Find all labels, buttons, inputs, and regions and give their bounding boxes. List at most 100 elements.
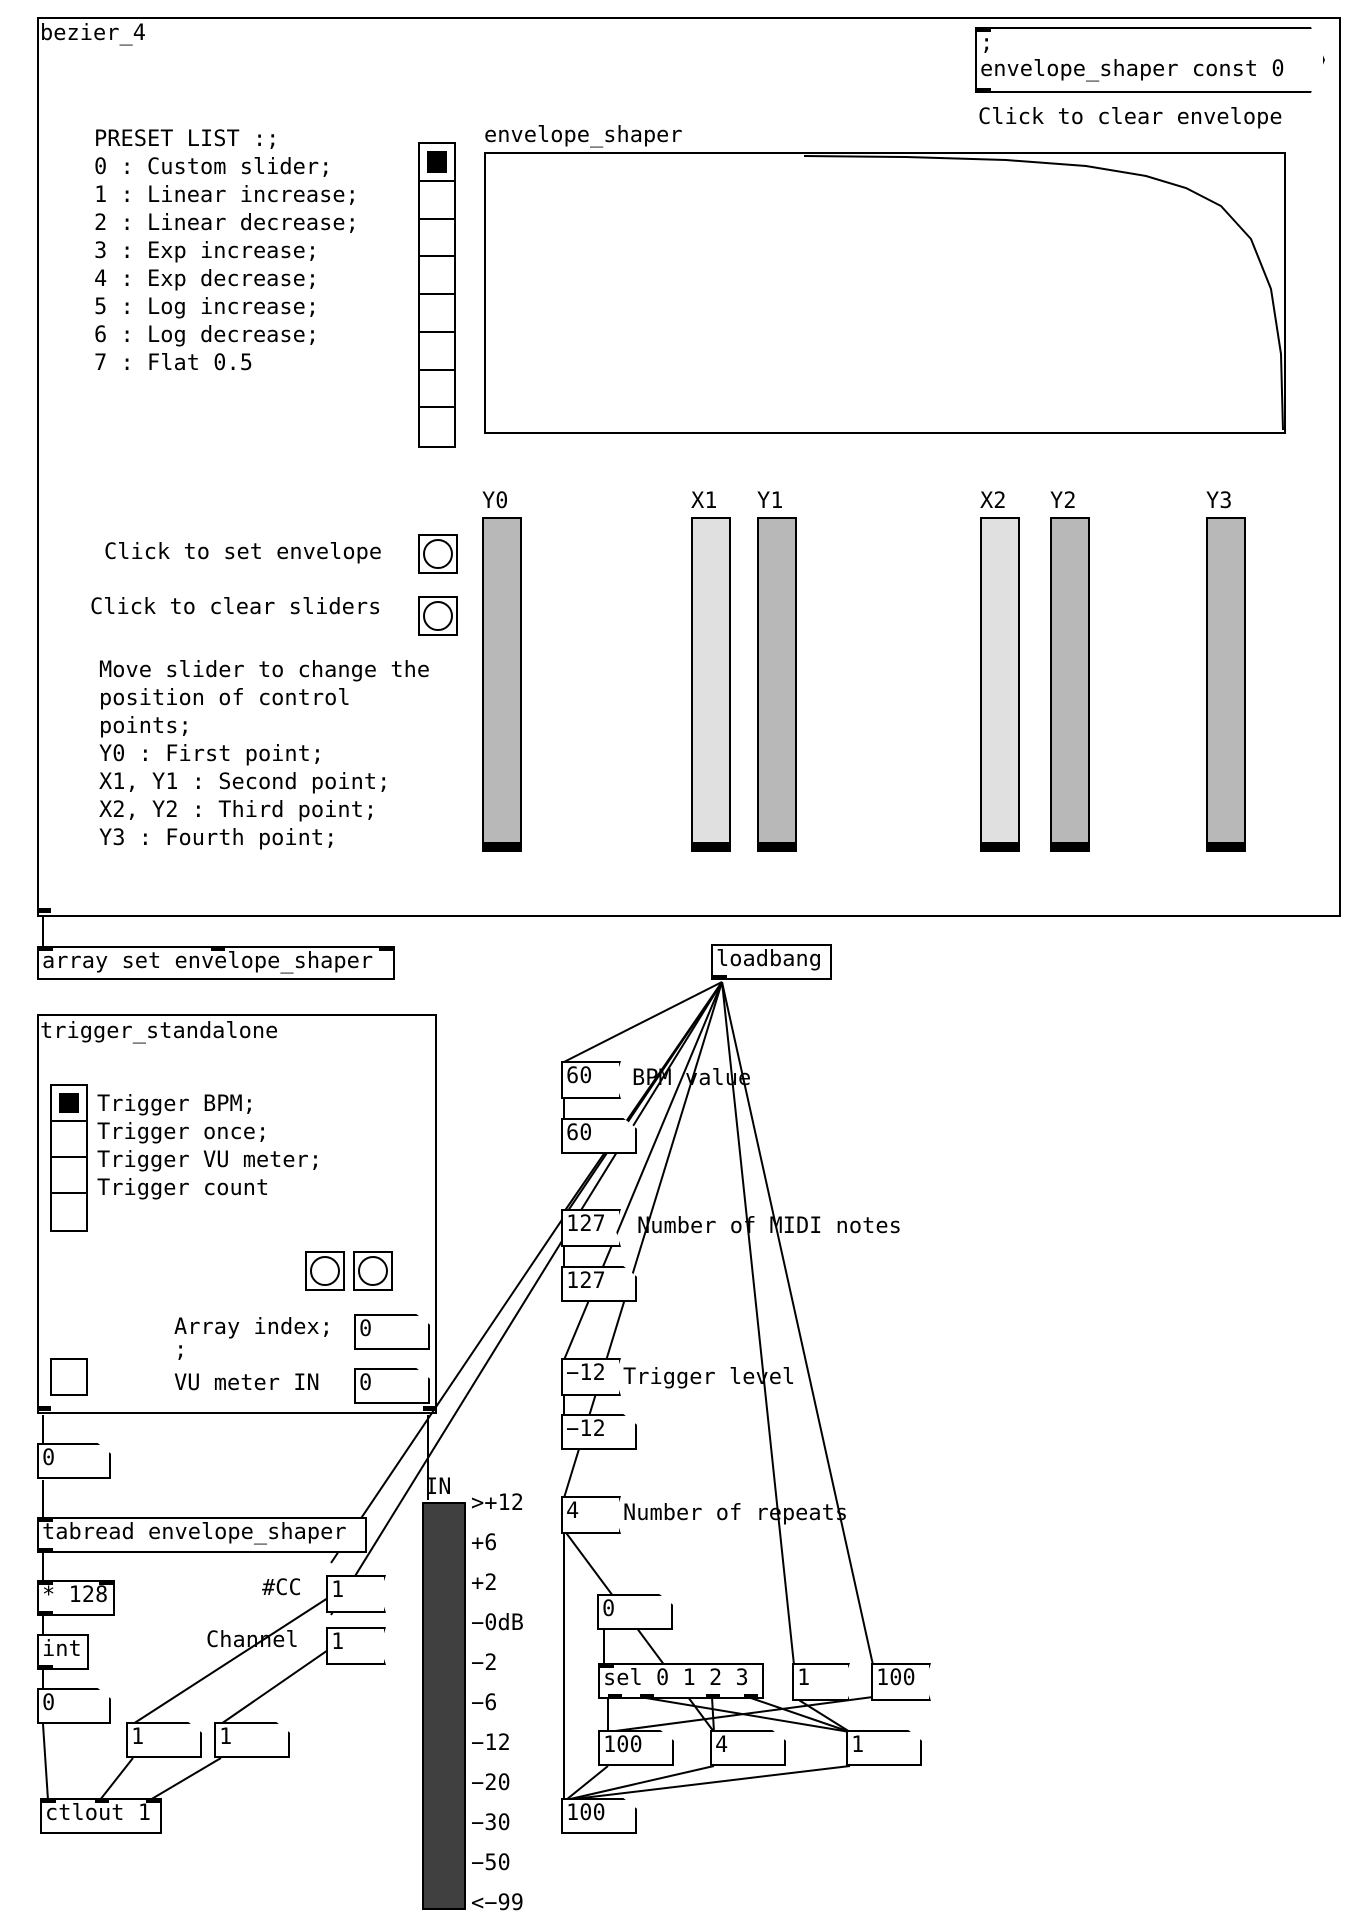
midi-notes-message[interactable]: 127 xyxy=(561,1209,621,1247)
select-number[interactable]: 0 xyxy=(597,1594,673,1630)
array-name-label: envelope_shaper xyxy=(484,123,683,148)
cord xyxy=(99,1757,134,1801)
slider-knob[interactable] xyxy=(1208,842,1244,850)
preset-radio[interactable] xyxy=(418,142,456,448)
hundred-number-a[interactable]: 100 xyxy=(598,1730,674,1766)
inlet xyxy=(146,1798,160,1803)
vu-label: IN xyxy=(425,1475,452,1500)
repeats-message[interactable]: 4 xyxy=(561,1496,621,1534)
preset-list-line: 4 : Exp decrease; xyxy=(94,267,320,292)
clear-msg-line1: ; xyxy=(980,31,994,56)
one-message[interactable]: 1 xyxy=(792,1663,850,1701)
clear-envelope-label: Click to clear envelope xyxy=(978,105,1283,130)
loadbang-object[interactable]: loadbang xyxy=(711,944,832,980)
bpm-message[interactable]: 60 xyxy=(561,1061,621,1099)
slider-y0[interactable] xyxy=(482,517,522,852)
radio-cell[interactable] xyxy=(420,371,454,409)
clear-sliders-label: Click to clear sliders xyxy=(90,595,382,620)
clear-sliders-bang[interactable] xyxy=(418,596,458,636)
preset-list-line: 2 : Linear decrease; xyxy=(94,211,359,236)
trigger-mode-radio[interactable] xyxy=(50,1084,88,1232)
slider-label-y0: Y0 xyxy=(482,489,509,514)
outlet xyxy=(640,1694,654,1699)
slider-label-x1: X1 xyxy=(691,489,718,514)
ctlout-object[interactable]: ctlout 1 xyxy=(40,1798,162,1834)
cc-number-box[interactable]: 1 xyxy=(126,1722,202,1758)
cc-label: #CC xyxy=(262,1576,302,1601)
midi-notes-number[interactable]: 127 xyxy=(561,1266,637,1302)
channel-label: Channel xyxy=(206,1628,299,1653)
bang-circle xyxy=(310,1256,340,1286)
radio-cell[interactable] xyxy=(52,1194,86,1230)
clear-envelope-message[interactable]: ; envelope_shaper const 0 xyxy=(975,27,1325,93)
radio-cell[interactable] xyxy=(420,257,454,295)
cc-message[interactable]: 1 xyxy=(326,1575,386,1613)
radio-cell[interactable] xyxy=(420,408,454,446)
one-number[interactable]: 1 xyxy=(846,1730,922,1766)
message-text: 127 xyxy=(566,1212,606,1237)
int-object[interactable]: int xyxy=(37,1634,89,1670)
hundred-message[interactable]: 100 xyxy=(871,1663,931,1701)
trigger-level-number[interactable]: −12 xyxy=(561,1414,637,1450)
message-text: 60 xyxy=(566,1064,593,1089)
set-envelope-label: Click to set envelope xyxy=(104,540,383,565)
preset-list-line: 1 : Linear increase; xyxy=(94,183,359,208)
vu-scale-label: −12 xyxy=(471,1731,511,1756)
outlet xyxy=(608,1694,622,1699)
set-envelope-bang[interactable] xyxy=(418,534,458,574)
vu-scale-label: −2 xyxy=(471,1651,498,1676)
outlet xyxy=(977,88,991,93)
vu-in-number[interactable]: 0 xyxy=(354,1368,430,1404)
tabread-object[interactable]: tabread envelope_shaper xyxy=(37,1517,367,1553)
four-number[interactable]: 4 xyxy=(710,1730,786,1766)
radio-cell[interactable] xyxy=(52,1122,86,1158)
cord xyxy=(330,981,723,1616)
radio-cell[interactable] xyxy=(420,144,454,182)
slider-knob[interactable] xyxy=(1052,842,1088,850)
radio-cell[interactable] xyxy=(52,1158,86,1194)
value-number-box[interactable]: 0 xyxy=(37,1688,111,1724)
radio-cell[interactable] xyxy=(420,182,454,220)
radio-cell[interactable] xyxy=(420,295,454,333)
slider-knob[interactable] xyxy=(759,842,795,850)
slider-y2[interactable] xyxy=(1050,517,1090,852)
slider-x1[interactable] xyxy=(691,517,731,852)
slider-x2[interactable] xyxy=(980,517,1020,852)
radio-cell[interactable] xyxy=(420,220,454,258)
trigger-level-message[interactable]: −12 xyxy=(561,1358,621,1396)
index-number-box[interactable]: 0 xyxy=(37,1443,111,1479)
object-text: int xyxy=(42,1637,82,1662)
radio-cell[interactable] xyxy=(420,333,454,371)
bpm-number[interactable]: 60 xyxy=(561,1118,637,1154)
slider-knob[interactable] xyxy=(982,842,1018,850)
vu-meter xyxy=(422,1502,466,1910)
outlet xyxy=(39,1548,53,1553)
trigger-option-label: Trigger count xyxy=(97,1176,270,1201)
cord xyxy=(721,981,795,1666)
channel-message[interactable]: 1 xyxy=(326,1627,386,1665)
slider-label-x2: X2 xyxy=(980,489,1007,514)
help-text-line: position of control xyxy=(99,686,351,711)
radio-cell[interactable] xyxy=(52,1086,86,1122)
trigger-bang-2[interactable] xyxy=(353,1251,393,1291)
number-value: 127 xyxy=(566,1269,606,1294)
outlet xyxy=(39,1665,53,1670)
multiply-object[interactable]: * 128 xyxy=(37,1580,115,1616)
trigger-bang-1[interactable] xyxy=(305,1251,345,1291)
trigger-toggle[interactable] xyxy=(50,1358,88,1396)
number-value: 4 xyxy=(715,1733,729,1758)
slider-y3[interactable] xyxy=(1206,517,1246,852)
number-value: 1 xyxy=(219,1725,233,1750)
hundred-number-b[interactable]: 100 xyxy=(561,1798,637,1834)
slider-knob[interactable] xyxy=(693,842,729,850)
slider-y1[interactable] xyxy=(757,517,797,852)
slider-knob[interactable] xyxy=(484,842,520,850)
cord xyxy=(565,1765,609,1801)
channel-number-box[interactable]: 1 xyxy=(214,1722,290,1758)
array-index-number[interactable]: 0 xyxy=(354,1314,430,1350)
vu-scale-label: −20 xyxy=(471,1771,511,1796)
envelope-array-graph[interactable] xyxy=(484,152,1286,434)
array-set-object[interactable]: array set envelope_shaper xyxy=(37,946,395,980)
bang-circle xyxy=(358,1256,388,1286)
sel-object[interactable]: sel 0 1 2 3 xyxy=(598,1663,764,1699)
